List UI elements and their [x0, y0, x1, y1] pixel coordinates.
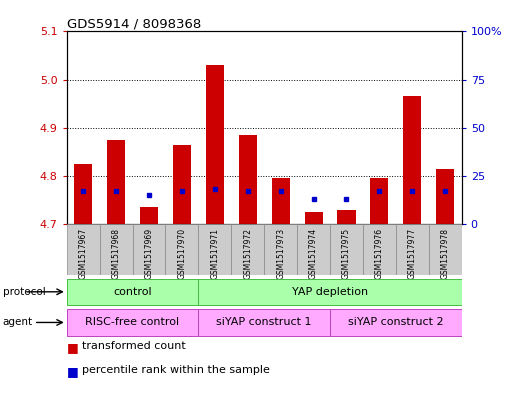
- Text: RISC-free control: RISC-free control: [86, 318, 180, 327]
- Bar: [206, 65, 224, 224]
- Bar: [239, 135, 257, 224]
- Bar: [305, 212, 323, 224]
- Bar: [199, 279, 462, 305]
- Text: GDS5914 / 8098368: GDS5914 / 8098368: [67, 17, 201, 30]
- Text: protocol: protocol: [3, 287, 45, 297]
- Bar: [140, 207, 158, 224]
- Bar: [264, 224, 297, 275]
- Text: GSM1517977: GSM1517977: [408, 228, 417, 279]
- Bar: [436, 169, 455, 224]
- Bar: [429, 224, 462, 275]
- Bar: [67, 279, 199, 305]
- Text: transformed count: transformed count: [82, 341, 186, 351]
- Bar: [132, 224, 165, 275]
- Bar: [231, 224, 264, 275]
- Bar: [165, 224, 199, 275]
- Text: siYAP construct 1: siYAP construct 1: [216, 318, 312, 327]
- Text: ■: ■: [67, 341, 83, 354]
- Bar: [403, 96, 421, 224]
- Bar: [370, 178, 388, 224]
- Bar: [173, 145, 191, 224]
- Bar: [297, 224, 330, 275]
- Text: YAP depletion: YAP depletion: [292, 287, 368, 297]
- Text: GSM1517972: GSM1517972: [243, 228, 252, 279]
- Text: GSM1517968: GSM1517968: [111, 228, 121, 279]
- Bar: [67, 224, 100, 275]
- Bar: [74, 164, 92, 224]
- Text: percentile rank within the sample: percentile rank within the sample: [82, 365, 270, 375]
- Text: GSM1517973: GSM1517973: [276, 228, 285, 279]
- Bar: [107, 140, 125, 224]
- Bar: [338, 209, 356, 224]
- Text: agent: agent: [3, 318, 33, 327]
- Bar: [199, 224, 231, 275]
- Text: GSM1517970: GSM1517970: [177, 228, 186, 279]
- Text: GSM1517969: GSM1517969: [145, 228, 153, 279]
- Bar: [100, 224, 132, 275]
- Bar: [330, 309, 462, 336]
- Text: GSM1517976: GSM1517976: [375, 228, 384, 279]
- Text: siYAP construct 2: siYAP construct 2: [348, 318, 444, 327]
- Bar: [363, 224, 396, 275]
- Bar: [330, 224, 363, 275]
- Bar: [199, 309, 330, 336]
- Bar: [271, 178, 290, 224]
- Text: GSM1517975: GSM1517975: [342, 228, 351, 279]
- Bar: [67, 309, 199, 336]
- Text: control: control: [113, 287, 152, 297]
- Text: GSM1517978: GSM1517978: [441, 228, 450, 279]
- Bar: [396, 224, 429, 275]
- Text: GSM1517974: GSM1517974: [309, 228, 318, 279]
- Text: GSM1517967: GSM1517967: [78, 228, 88, 279]
- Text: GSM1517971: GSM1517971: [210, 228, 220, 279]
- Text: ■: ■: [67, 365, 83, 378]
